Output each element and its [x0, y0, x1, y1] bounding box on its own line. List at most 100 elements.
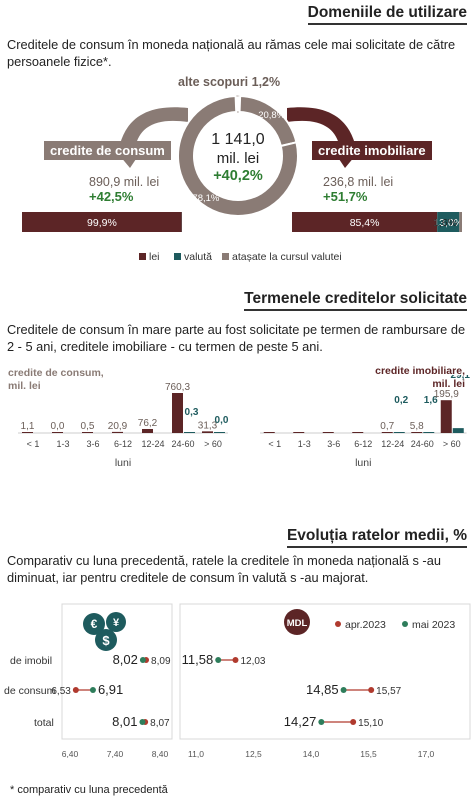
rates-label-apr: 12,03: [240, 656, 265, 667]
term-bar-valuta-6: [452, 428, 464, 433]
consumer-credit-change: +42,5%: [89, 189, 134, 204]
stack-label-0: 99,9%: [87, 217, 117, 229]
term-bar-lei-1: [52, 432, 63, 433]
rates-label-apr: 15,10: [358, 718, 383, 729]
svg-text:¥: ¥: [113, 617, 120, 629]
section1-title: Domeniile de utilizare: [307, 4, 467, 25]
term-label-lei-4: 76,2: [138, 418, 158, 429]
rates-xtick: 8,40: [152, 749, 169, 759]
rates-xtick: 6,40: [62, 749, 79, 759]
term-tick-4: 12-24: [141, 439, 164, 449]
stack-seg-2: [459, 212, 462, 232]
rates-row-label-2: total: [34, 717, 54, 729]
rates-xtick: 14,0: [303, 749, 320, 759]
consumer-credit-label: credite de consum: [44, 141, 171, 160]
legend-lei: lei: [139, 251, 160, 263]
stack-seg-0: [292, 212, 438, 232]
term-label-valuta-6: 0,0: [215, 415, 229, 426]
rates-label-mai: 8,01: [112, 714, 137, 729]
term-label-lei-0: 1,1: [21, 421, 35, 432]
rates-panel-mdl: [179, 603, 471, 740]
rates-point-mai: [89, 687, 96, 693]
legend-lei-swatch: [139, 253, 146, 260]
term-bar-lei-4: [142, 428, 153, 433]
section2-text: Creditele de consum în mare parte au fos…: [7, 322, 466, 354]
section3-text: Comparativ cu luna precedentă, ratele la…: [7, 553, 441, 585]
donut-center-unit: mil. lei: [216, 150, 260, 167]
legend-mai-label: mai 2023: [412, 619, 455, 631]
legend-valuta: valută: [174, 251, 212, 263]
term-tick-2: 3-6: [327, 439, 340, 449]
term-tick-3: 6-12: [114, 439, 132, 449]
term-tick-2: 3-6: [86, 439, 99, 449]
rates-label-apr: 8,07: [150, 718, 170, 729]
currency-coins-icon: € ¥$: [83, 612, 126, 651]
legend-atasate: atașate la cursul valutei: [222, 251, 342, 263]
donut-center-value: 1 141,0: [211, 131, 265, 148]
term-bar-lei-1: [293, 432, 305, 433]
term-bar-lei-3: [112, 431, 123, 433]
rates-point-apr: [368, 687, 375, 693]
rates-point-apr: [72, 687, 79, 693]
term-left-title: credite de consum, mil. lei: [8, 367, 104, 392]
stack-label-0: 85,4%: [350, 217, 380, 229]
term-bar-valuta-6: [214, 432, 225, 433]
term-label-lei-3: 20,9: [108, 421, 128, 432]
section1-text: Creditele de consum în moneda națională …: [7, 37, 456, 69]
rates-point-mai: [340, 687, 347, 693]
mdl-badge-label: MDL: [287, 618, 308, 629]
term-bar-lei-0: [263, 432, 275, 433]
legend-valuta-swatch: [174, 253, 181, 260]
legend-apr-label: apr.2023: [345, 619, 386, 631]
term-mortgage-chart: < 1 1-3 3-6 6-12 0,7 0,2 12-24 5,8 1,6 24-60 195,9…: [260, 375, 470, 469]
section2-title: Termenele creditelor solicitate: [244, 290, 467, 311]
stack-seg-1: [437, 212, 460, 232]
term-tick-5: 24-60: [411, 439, 434, 449]
rates-xtick: 17,0: [418, 749, 435, 759]
rates-label-mai: 8,02: [113, 652, 138, 667]
rates-point-mai: [215, 657, 222, 663]
term-bar-lei-2: [322, 432, 334, 433]
rates-label-mai: 6,91: [98, 682, 123, 697]
rates-label-mai: 14,27: [284, 714, 317, 729]
rates-xtick: 7,40: [107, 749, 124, 759]
term-label-lei-6: 31,3: [198, 420, 218, 431]
rates-row-label-0: de imobil: [10, 655, 52, 667]
rates-xtick: 15,5: [360, 749, 377, 759]
term-tick-1: 1-3: [298, 439, 311, 449]
term-tick-1: 1-3: [56, 439, 69, 449]
term-label-lei-2: 0,5: [81, 421, 95, 432]
rates-label-apr: 8,09: [151, 656, 171, 667]
term-bar-lei-6: [440, 400, 452, 433]
rates-xtick: 11,0: [188, 749, 204, 759]
legend-apr-marker: [335, 621, 341, 627]
term-label-valuta-4: 0,2: [394, 395, 408, 406]
term-tick-6: > 60: [443, 439, 461, 449]
rates-point-apr: [350, 719, 357, 725]
term-label-lei-6: 195,9: [434, 389, 459, 400]
term-bar-valuta-4: [393, 432, 405, 433]
term-bar-lei-2: [82, 432, 93, 433]
term-bar-valuta-5: [184, 432, 195, 433]
term-tick-6: > 60: [204, 439, 222, 449]
stack-label-1: 13,0%: [433, 217, 462, 229]
mortgage-currency-bar: 85,4% 13,0%1,6%: [292, 212, 462, 232]
rates-xtick: 12,5: [245, 749, 262, 759]
mortgage-credit-label: credite imobiliare: [312, 141, 432, 160]
term-tick-0: < 1: [268, 439, 281, 449]
term-bar-lei-6: [202, 431, 213, 433]
rates-point-mai: [318, 719, 325, 725]
rates-point-apr: [232, 657, 239, 663]
legend-mai-marker: [402, 621, 408, 627]
rates-point-mai: [139, 719, 146, 725]
term-tick-4: 12-24: [381, 439, 404, 449]
footnote: * comparativ cu luna precedentă: [10, 784, 168, 796]
svg-text:$: $: [102, 633, 110, 648]
term-bar-lei-5: [172, 393, 183, 433]
term-label-lei-5: 760,3: [165, 382, 190, 393]
term-bar-lei-3: [352, 432, 364, 433]
term-tick-5: 24-60: [171, 439, 194, 449]
consumer-credit-amount: 890,9 mil. lei: [89, 175, 160, 189]
term-bar-lei-4: [381, 432, 393, 433]
term-label-valuta-5: 0,3: [185, 407, 199, 418]
